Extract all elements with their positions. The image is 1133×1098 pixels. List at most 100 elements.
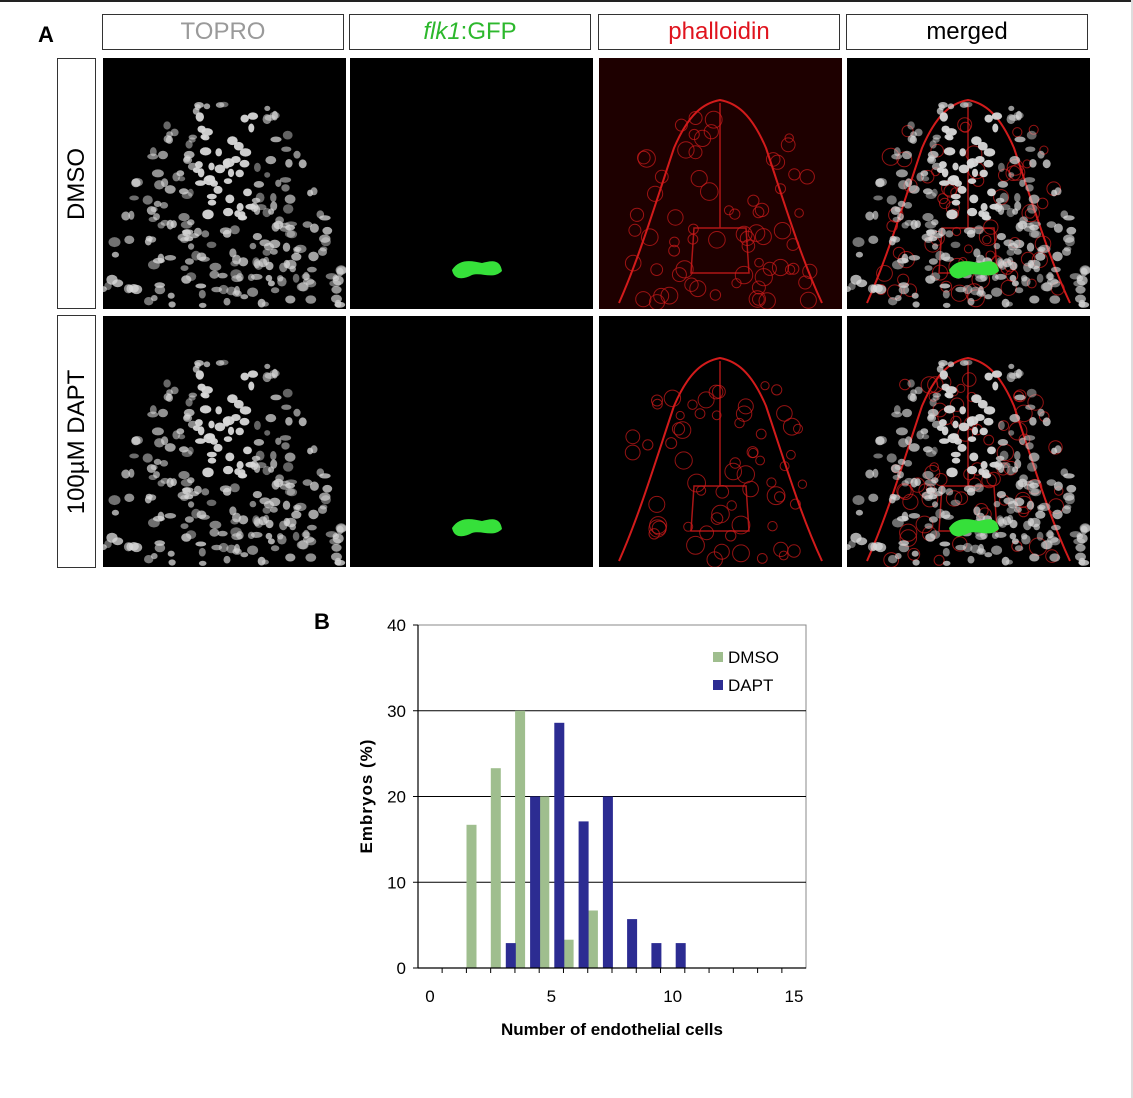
y-tick-label: 0 bbox=[397, 959, 406, 978]
nucleus-spot bbox=[1036, 273, 1044, 283]
nucleus-spot bbox=[1040, 282, 1052, 292]
nucleus-spot bbox=[108, 495, 121, 506]
nucleus-spot bbox=[261, 301, 269, 307]
nucleus-spot bbox=[282, 242, 291, 252]
nucleus-spot bbox=[875, 435, 887, 445]
nucleus-spot bbox=[916, 430, 925, 440]
nucleus-spot bbox=[309, 223, 319, 233]
nucleus-spot bbox=[205, 175, 215, 182]
nucleus-spot bbox=[270, 136, 282, 143]
nucleus-spot bbox=[875, 177, 887, 187]
nucleus-spot bbox=[1009, 261, 1018, 271]
nucleus-spot bbox=[239, 406, 252, 415]
nucleus-spot bbox=[901, 511, 909, 522]
nucleus-spot bbox=[210, 438, 218, 445]
actin-cell-outline bbox=[775, 183, 786, 195]
nucleus-spot bbox=[154, 282, 165, 288]
nucleus-spot bbox=[270, 287, 280, 294]
nucleus-spot bbox=[283, 517, 290, 527]
nucleus-spot bbox=[184, 236, 194, 242]
nucleus-spot bbox=[219, 101, 229, 108]
nucleus-spot bbox=[213, 185, 223, 194]
nucleus-spot bbox=[1023, 222, 1035, 228]
nucleus-spot bbox=[331, 552, 342, 561]
actin-cell-outline bbox=[760, 381, 770, 391]
nucleus-spot bbox=[977, 399, 988, 409]
bar-dmso bbox=[563, 939, 574, 968]
nucleus-spot bbox=[936, 365, 944, 373]
nucleus-spot bbox=[148, 216, 158, 222]
nuclei-stain bbox=[847, 101, 1090, 308]
nucleus-spot bbox=[1026, 388, 1037, 398]
nucleus-spot bbox=[892, 518, 904, 528]
nucleus-spot bbox=[243, 188, 252, 197]
actin-cell-outline bbox=[779, 461, 790, 472]
nucleus-spot bbox=[991, 370, 1003, 378]
nucleus-spot bbox=[897, 200, 906, 207]
nucleus-spot bbox=[192, 167, 201, 173]
bar-dapt bbox=[651, 943, 662, 968]
nucleus-spot bbox=[249, 500, 257, 508]
nucleus-spot bbox=[222, 229, 232, 238]
actin-cell-outline bbox=[642, 439, 654, 451]
actin-cell-outline bbox=[920, 376, 939, 394]
nucleus-spot bbox=[1027, 462, 1038, 472]
nucleus-spot bbox=[868, 493, 879, 502]
nucleus-spot bbox=[218, 542, 229, 553]
nucleus-spot bbox=[215, 406, 222, 415]
nucleus-spot bbox=[951, 199, 961, 206]
micrograph-dapt-phalloidin bbox=[599, 316, 842, 567]
nucleus-spot bbox=[908, 443, 920, 452]
nucleus-spot bbox=[270, 201, 278, 211]
nucleus-spot bbox=[895, 295, 902, 302]
nucleus-spot bbox=[291, 510, 302, 519]
nucleus-spot bbox=[264, 172, 271, 178]
nucleus-spot bbox=[316, 210, 325, 219]
actin-cell-outline bbox=[677, 141, 695, 159]
nucleus-spot bbox=[991, 273, 999, 281]
nucleus-spot bbox=[235, 169, 244, 178]
nucleus-spot bbox=[128, 468, 135, 478]
actin-cell-outline bbox=[752, 206, 765, 219]
nucleus-spot bbox=[195, 283, 207, 289]
nucleus-spot bbox=[334, 559, 346, 566]
nucleus-spot bbox=[971, 394, 982, 404]
nucleus-spot bbox=[903, 460, 913, 467]
actin-cell-outline bbox=[787, 262, 800, 275]
nucleus-spot bbox=[872, 210, 879, 220]
actin-cell-outline bbox=[711, 410, 722, 421]
gfp-vessel bbox=[949, 261, 999, 279]
legend-swatch bbox=[713, 680, 723, 690]
nucleus-spot bbox=[997, 439, 1009, 446]
axes bbox=[413, 624, 806, 973]
nucleus-spot bbox=[331, 294, 342, 303]
actin-cell-outline bbox=[628, 223, 642, 237]
nucleus-spot bbox=[293, 248, 300, 254]
nucleus-spot bbox=[219, 359, 229, 366]
micrograph-dapt-gfp bbox=[350, 316, 593, 567]
nucleus-spot bbox=[932, 243, 939, 250]
nucleus-spot bbox=[998, 518, 1008, 528]
actin-cell-outline bbox=[932, 264, 948, 281]
legend-label: DMSO bbox=[728, 648, 779, 667]
panel-b-label: B bbox=[314, 609, 330, 634]
nucleus-spot bbox=[911, 550, 919, 557]
actin-cell-outline bbox=[758, 292, 776, 309]
nucleus-spot bbox=[957, 185, 967, 194]
actin-cell-outline bbox=[674, 118, 688, 132]
nucleus-spot bbox=[991, 531, 999, 539]
nucleus-spot bbox=[977, 141, 988, 151]
nucleus-spot bbox=[208, 162, 215, 171]
nucleus-spot bbox=[914, 128, 923, 137]
right-border bbox=[1131, 0, 1133, 1098]
nucleus-spot bbox=[283, 462, 294, 472]
nucleus-spot bbox=[904, 477, 914, 484]
nucleus-spot bbox=[128, 210, 135, 220]
nucleus-spot bbox=[254, 518, 264, 528]
nucleus-spot bbox=[223, 297, 231, 306]
actin-cell-outline bbox=[709, 289, 722, 301]
actin-cell-outline bbox=[688, 111, 703, 125]
actin-cell-outline bbox=[961, 372, 977, 387]
nucleus-spot bbox=[298, 159, 307, 169]
actin-cell-outline bbox=[956, 383, 966, 394]
